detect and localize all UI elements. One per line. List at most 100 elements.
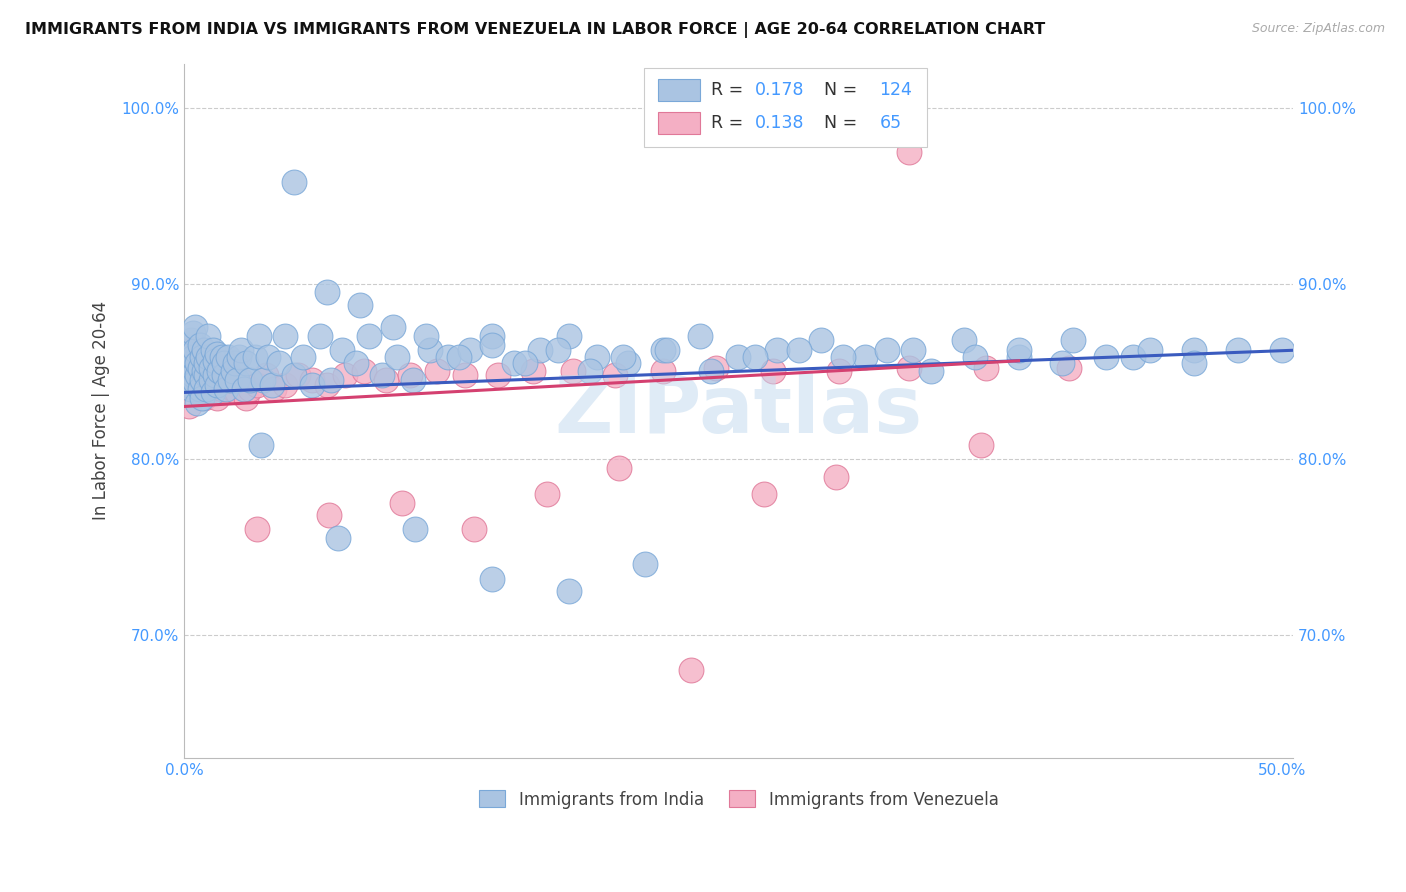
- Legend: Immigrants from India, Immigrants from Venezuela: Immigrants from India, Immigrants from V…: [472, 784, 1005, 815]
- Point: [607, 461, 630, 475]
- Point: [458, 343, 481, 358]
- Point: [263, 382, 285, 396]
- Point: [181, 368, 204, 382]
- Point: [283, 368, 305, 382]
- Point: [787, 343, 810, 358]
- Point: [1095, 351, 1118, 365]
- Point: [952, 333, 974, 347]
- Point: [195, 382, 218, 396]
- Point: [181, 326, 204, 340]
- Point: [247, 329, 270, 343]
- Point: [463, 522, 485, 536]
- Point: [1182, 343, 1205, 358]
- Point: [316, 285, 339, 300]
- Point: [200, 382, 222, 396]
- Point: [681, 663, 703, 677]
- Point: [197, 368, 219, 382]
- Point: [221, 364, 243, 378]
- Point: [557, 583, 579, 598]
- Point: [177, 347, 200, 361]
- Point: [195, 355, 218, 369]
- Point: [287, 368, 309, 382]
- Point: [481, 338, 503, 352]
- Point: [974, 360, 997, 375]
- Text: R =: R =: [711, 80, 748, 99]
- Point: [651, 364, 673, 378]
- FancyBboxPatch shape: [658, 78, 700, 101]
- Point: [876, 343, 898, 358]
- Point: [1358, 343, 1381, 358]
- Point: [1315, 351, 1337, 365]
- Point: [180, 343, 202, 358]
- Point: [522, 364, 544, 378]
- Point: [283, 175, 305, 189]
- Point: [195, 378, 218, 392]
- Point: [529, 343, 551, 358]
- Point: [762, 364, 785, 378]
- Text: 0.138: 0.138: [755, 114, 804, 132]
- Text: ZIPatlas: ZIPatlas: [554, 372, 922, 450]
- Point: [181, 355, 204, 369]
- Point: [250, 438, 273, 452]
- Point: [825, 469, 848, 483]
- Point: [188, 364, 211, 378]
- Point: [332, 343, 354, 358]
- Point: [226, 373, 249, 387]
- Point: [1007, 351, 1029, 365]
- Point: [231, 373, 253, 387]
- Point: [316, 378, 339, 392]
- Point: [186, 351, 208, 365]
- Point: [1227, 343, 1250, 358]
- Point: [704, 360, 727, 375]
- Point: [436, 351, 458, 365]
- Point: [252, 373, 274, 387]
- Point: [211, 382, 233, 396]
- Point: [486, 368, 509, 382]
- Point: [657, 343, 679, 358]
- Point: [897, 145, 920, 159]
- Point: [827, 364, 849, 378]
- Point: [211, 351, 233, 365]
- Point: [180, 382, 202, 396]
- Point: [1139, 343, 1161, 358]
- Point: [744, 351, 766, 365]
- Point: [454, 368, 477, 382]
- Point: [221, 382, 243, 396]
- Point: [180, 382, 202, 396]
- Point: [399, 368, 422, 382]
- Point: [1057, 360, 1080, 375]
- Point: [200, 373, 222, 387]
- Point: [235, 391, 257, 405]
- Point: [207, 391, 229, 405]
- Point: [502, 355, 524, 369]
- Point: [1052, 355, 1074, 369]
- Point: [254, 368, 277, 382]
- Point: [188, 382, 211, 396]
- Point: [326, 531, 349, 545]
- Point: [188, 338, 211, 352]
- Point: [970, 438, 993, 452]
- Point: [177, 378, 200, 392]
- Point: [239, 382, 262, 396]
- Point: [239, 373, 262, 387]
- Point: [217, 364, 239, 378]
- Point: [180, 333, 202, 347]
- Point: [219, 373, 242, 387]
- Point: [197, 351, 219, 365]
- Point: [200, 360, 222, 375]
- Point: [426, 364, 449, 378]
- Point: [634, 558, 657, 572]
- Point: [616, 355, 638, 369]
- Point: [274, 329, 297, 343]
- Point: [217, 351, 239, 365]
- Text: Source: ZipAtlas.com: Source: ZipAtlas.com: [1251, 22, 1385, 36]
- Point: [184, 375, 207, 389]
- Point: [349, 298, 371, 312]
- Point: [586, 351, 609, 365]
- Point: [204, 368, 226, 382]
- Point: [603, 368, 626, 382]
- Point: [853, 351, 876, 365]
- Point: [226, 385, 249, 400]
- Point: [381, 320, 404, 334]
- Point: [184, 343, 207, 358]
